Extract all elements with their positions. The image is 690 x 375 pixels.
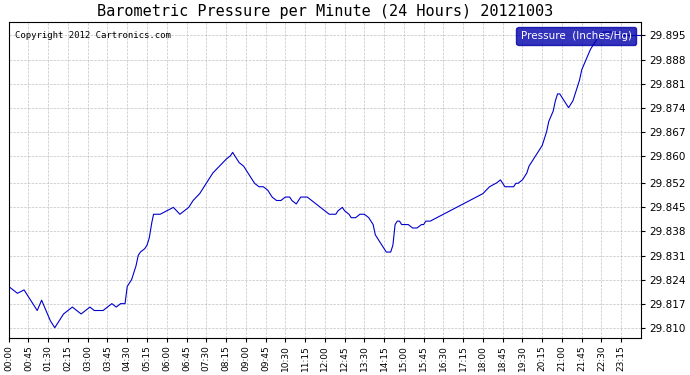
Legend: Pressure  (Inches/Hg): Pressure (Inches/Hg) bbox=[516, 27, 635, 45]
Title: Barometric Pressure per Minute (24 Hours) 20121003: Barometric Pressure per Minute (24 Hours… bbox=[97, 4, 553, 19]
Text: Copyright 2012 Cartronics.com: Copyright 2012 Cartronics.com bbox=[15, 31, 171, 40]
